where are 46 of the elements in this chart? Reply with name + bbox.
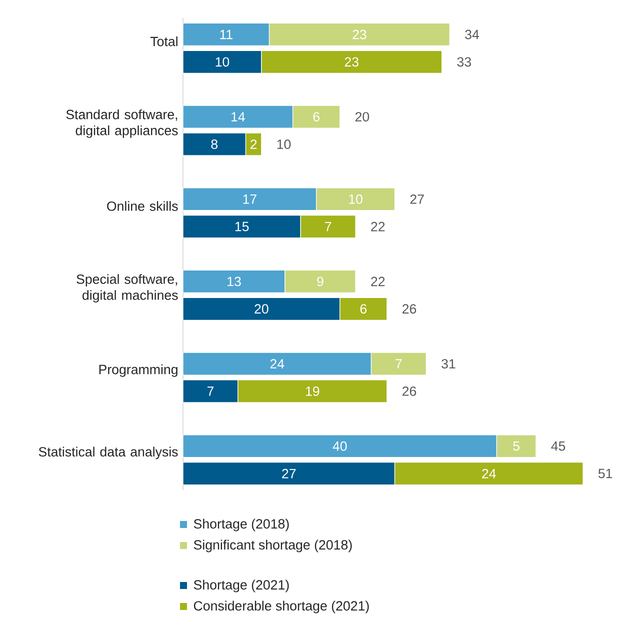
data-label: 23 [352,30,366,40]
legend-label: Shortage (2018) [194,518,289,532]
data-label: 23 [344,57,358,67]
total-label: 31 [442,359,456,368]
total-label: 26 [402,304,416,314]
data-label: 7 [207,386,214,396]
total-label: 33 [457,57,471,67]
y-tick-label: Statistical data analysis [38,446,178,460]
total-label: 20 [355,112,370,122]
data-label: 11 [220,30,232,40]
total-label: 27 [410,194,424,204]
y-tick-label: Online skills [107,201,178,211]
y-tick-label: Total [150,36,178,46]
data-label: 2 [250,140,257,149]
data-label: 24 [482,468,496,478]
data-label: 7 [325,222,332,232]
data-label: 10 [349,194,362,204]
data-label: 13 [228,276,241,286]
legend-label: Significant shortage (2018) [194,540,352,552]
data-label: 27 [282,468,296,478]
total-label: 22 [371,276,385,286]
y-tick-label: Special software, digital machines [76,274,178,303]
data-label: 14 [232,112,245,122]
data-label: 19 [306,386,320,396]
data-label: 20 [254,304,268,314]
total-label: 10 [277,140,291,149]
data-label: 40 [332,441,347,451]
y-tick-label: Standard software, digital appliances [66,109,178,138]
y-tick-label: Programming [99,364,178,377]
total-label: 26 [402,386,416,396]
data-label: 6 [360,304,367,314]
data-label: 6 [313,112,320,122]
data-label: 17 [243,194,256,204]
total-label: 22 [371,222,385,232]
legend-label: Shortage (2021) [194,580,289,592]
data-label: 7 [396,359,402,368]
total-label: 34 [465,30,480,40]
data-label: 9 [317,276,324,286]
legend-label: Considerable shortage (2021) [194,600,369,614]
data-label: 5 [513,441,520,451]
total-label: 45 [551,441,566,451]
data-label: 8 [211,140,218,149]
data-label: 24 [270,359,284,368]
data-label: 15 [235,222,249,232]
total-label: 51 [598,468,612,478]
data-label: 10 [216,57,230,67]
